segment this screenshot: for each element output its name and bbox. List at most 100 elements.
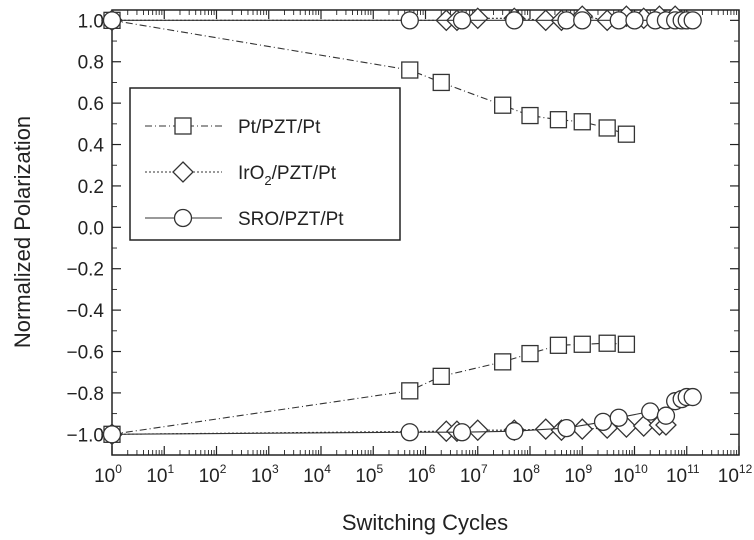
legend-label-part: IrO (238, 163, 264, 184)
x-tick-exponent: 7 (481, 462, 488, 476)
x-tick-exponent: 2 (220, 462, 227, 476)
y-tick-label: −0.8 (66, 384, 104, 405)
data-point-square (432, 367, 450, 385)
data-point-square (494, 353, 512, 371)
data-point-square (401, 61, 419, 79)
data-point-square (617, 125, 636, 143)
x-tick-exponent: 1 (167, 462, 174, 476)
data-point-square (573, 335, 591, 353)
y-tick-label: −0.6 (66, 343, 104, 364)
x-tick-exponent: 5 (376, 462, 383, 476)
y-tick-label: 1.0 (78, 11, 104, 32)
data-point-square (494, 96, 512, 114)
data-point-circle (505, 422, 524, 441)
data-point-circle (609, 408, 628, 427)
x-tick-label: 100 (94, 462, 122, 487)
x-tick-label: 108 (512, 462, 540, 487)
data-point-circle (593, 412, 613, 432)
data-point-diamond (466, 7, 489, 30)
y-tick-label: −0.2 (66, 260, 104, 281)
x-tick-label: 102 (199, 462, 227, 487)
data-point-square (549, 336, 568, 354)
data-point-circle (641, 402, 660, 421)
data-point-circle (102, 11, 122, 30)
x-tick-label: 109 (564, 462, 592, 487)
data-point-circle (609, 11, 628, 30)
x-tick-exponent: 9 (585, 462, 592, 476)
y-tick-label: 0.0 (78, 218, 104, 239)
legend-label-part: /PZT/Pt (272, 163, 337, 184)
legend-label-part: 2 (264, 173, 271, 188)
data-point-square (573, 113, 591, 131)
data-point-square (521, 344, 539, 363)
legend-label-square: Pt/PZT/Pt (238, 117, 321, 138)
y-tick-label: −0.4 (66, 301, 104, 322)
x-tick-exponent: 8 (533, 462, 540, 476)
x-tick-label: 1010 (613, 462, 648, 487)
data-point-circle (557, 11, 576, 30)
x-tick-base: 10 (564, 466, 585, 487)
x-tick-label: 104 (303, 462, 331, 487)
x-tick-base: 10 (718, 466, 739, 487)
x-tick-exponent: 0 (115, 462, 122, 476)
data-point-circle (400, 11, 419, 30)
x-tick-label: 1011 (666, 462, 700, 487)
data-point-circle (625, 11, 644, 30)
legend-marker-square (174, 117, 192, 135)
series-circle (102, 11, 702, 444)
y-axis-title: Normalized Polarization (10, 116, 35, 348)
legend-label-part: SRO/PZT/Pt (238, 209, 344, 230)
x-tick-label: 101 (146, 462, 174, 487)
data-point-square (549, 111, 568, 129)
x-tick-exponent: 11 (687, 462, 700, 476)
data-point-square (432, 73, 450, 92)
legend-marker-circle (173, 208, 193, 228)
x-tick-exponent: 6 (429, 462, 436, 476)
x-tick-exponent: 3 (272, 462, 279, 476)
data-point-circle (557, 418, 576, 438)
data-point-circle (573, 11, 592, 30)
series-line-square (111, 342, 627, 435)
x-tick-exponent: 4 (324, 462, 331, 476)
tick-labels: 100 101 102 103 104 105 106 107 108 109 1010 1011 10… (66, 11, 752, 487)
data-point-circle (102, 425, 122, 444)
data-point-circle (683, 11, 702, 30)
data-point-circle (656, 406, 676, 425)
data-point-circle (452, 423, 472, 442)
x-axis-title: Switching Cycles (342, 510, 508, 535)
series-layer (101, 5, 702, 446)
x-tick-base: 10 (460, 466, 481, 487)
legend-marker-diamond (172, 161, 194, 183)
legend-label-circle: SRO/PZT/Pt (238, 209, 344, 230)
y-tick-label: −1.0 (66, 425, 104, 446)
x-tick-base: 10 (512, 466, 533, 487)
x-tick-base: 10 (251, 466, 272, 487)
data-point-square (617, 335, 636, 353)
data-point-diamond (632, 415, 655, 437)
data-point-square (598, 119, 616, 137)
y-tick-label: 0.8 (78, 53, 104, 74)
data-point-circle (452, 11, 472, 30)
x-tick-exponent: 12 (739, 462, 753, 476)
y-tick-label: 0.4 (78, 136, 105, 157)
x-tick-label: 103 (251, 462, 279, 487)
data-point-square (401, 382, 419, 400)
x-tick-exponent: 10 (634, 462, 648, 476)
x-tick-base: 10 (94, 466, 115, 487)
x-tick-label: 1012 (718, 462, 753, 487)
x-tick-base: 10 (408, 466, 429, 487)
y-tick-label: 0.2 (78, 177, 104, 198)
x-tick-base: 10 (666, 466, 687, 487)
data-point-diamond (466, 419, 489, 442)
data-point-circle (505, 11, 524, 30)
y-tick-label: 0.6 (78, 94, 104, 115)
data-point-circle (683, 387, 702, 407)
legend-label-diamond: IrO2/PZT/Pt (238, 163, 337, 188)
x-tick-label: 107 (460, 462, 488, 487)
data-point-circle (400, 423, 419, 442)
x-tick-base: 10 (355, 466, 376, 487)
legend: Pt/PZT/Pt IrO2/PZT/Pt SRO/PZT/Pt (129, 87, 401, 241)
x-tick-base: 10 (199, 466, 220, 487)
x-tick-label: 106 (408, 462, 436, 487)
